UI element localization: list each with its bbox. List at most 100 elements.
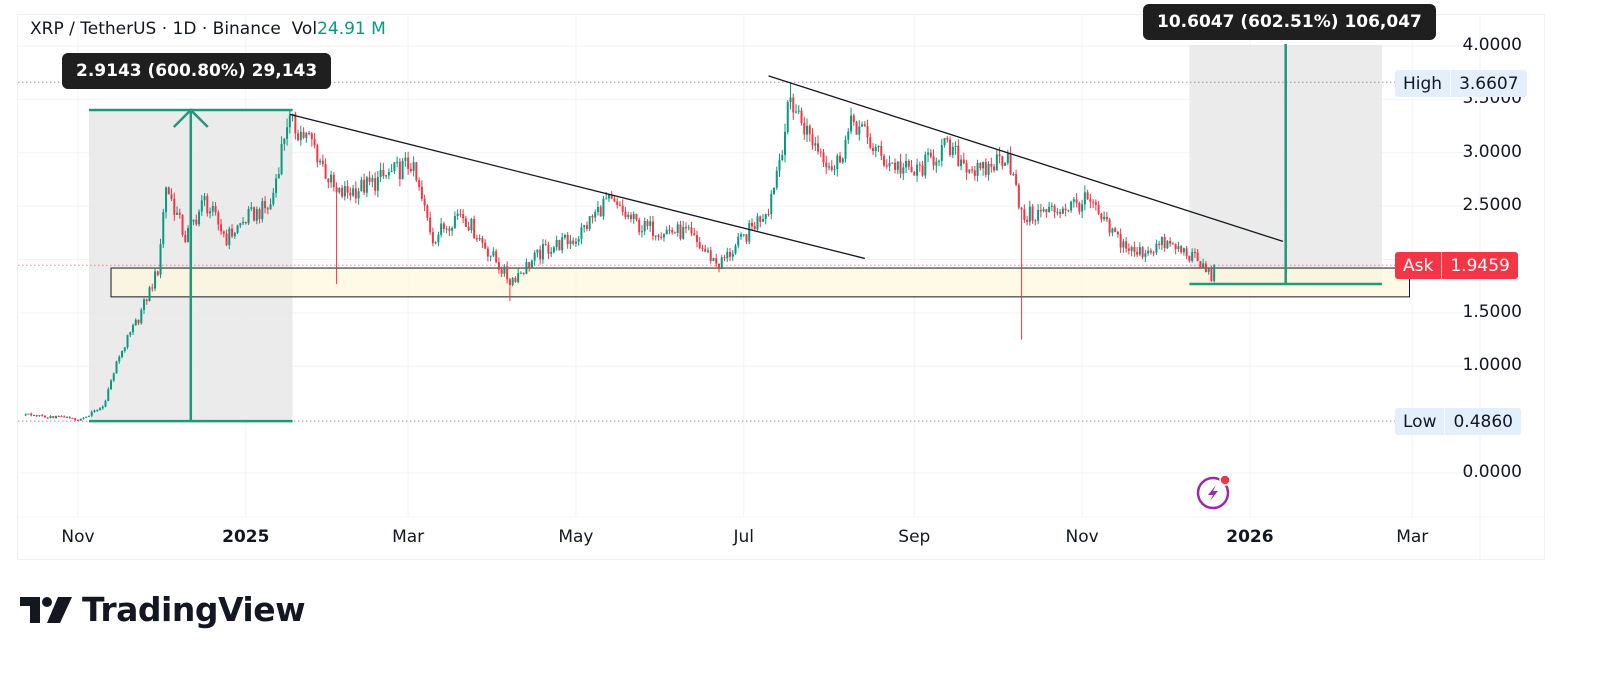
candle [1202,263,1205,268]
candle [1138,247,1141,255]
candle [773,187,776,194]
candle [1180,246,1183,253]
candle [352,188,355,196]
candle [195,219,198,225]
candle [52,415,55,419]
candle [382,170,385,177]
candle [242,221,245,224]
candle [836,155,839,170]
candle [162,212,165,245]
price-tick: 3.0000 [1462,141,1522,162]
candle [1056,211,1059,213]
candle [1053,205,1056,213]
candle [431,232,434,244]
candle [811,134,814,146]
candle [533,252,536,261]
candle [605,198,608,200]
candle [250,207,253,209]
candle [77,420,79,422]
candle [693,233,696,236]
candle [552,247,555,253]
candle [1111,228,1114,233]
candle [635,214,638,220]
candle [341,187,344,197]
candle [57,415,60,417]
candle [627,214,630,218]
candle [896,161,899,170]
candle [861,124,864,127]
candle [206,196,209,214]
candle [132,325,135,333]
candle [154,271,157,289]
candle [85,416,88,418]
candle [550,252,553,254]
candle [764,214,767,219]
tradingview-logo[interactable]: TradingView [20,590,306,629]
candle [1166,240,1169,249]
candle [726,251,729,259]
candle [580,227,583,239]
candle [951,146,954,156]
candle [1100,213,1103,220]
candle [541,244,544,260]
ask-label: Ask [1395,252,1443,279]
candle [621,205,624,212]
candle [833,169,836,171]
candle [841,158,844,163]
candle [786,102,789,132]
candle [665,229,668,235]
candle [907,160,910,167]
candle [123,347,126,351]
candle [932,156,935,166]
candle [143,299,146,310]
candle [506,266,509,280]
candle [167,187,170,195]
candle [577,238,580,242]
candle [1004,163,1007,166]
candle [649,221,652,226]
candle [269,204,272,210]
candle [803,122,806,135]
alert-lightning-icon[interactable] [1196,474,1232,510]
candles [24,82,1216,422]
candle [748,222,751,242]
candle [781,154,784,160]
candle [200,200,203,212]
candle [302,131,305,138]
time-tick: Mar [392,527,425,547]
candle [357,191,360,199]
candle [211,206,214,212]
candle [530,260,533,269]
candle [121,350,124,357]
candle [473,218,476,239]
candle [1177,246,1180,250]
candle [503,266,506,274]
candle [24,414,27,416]
candle [178,212,181,215]
candle [662,234,665,238]
candle [497,262,500,270]
candle [30,413,33,416]
candle [905,160,908,168]
price-tick: 1.5000 [1462,301,1522,322]
candle [1199,261,1202,268]
symbol-legend[interactable]: XRP / TetherUS · 1D · Binance Vol24.91 M [30,19,386,39]
candle [365,177,368,193]
candle [913,172,916,176]
candle [456,213,459,216]
candle [973,170,976,176]
candle [737,236,740,246]
candle [1037,209,1040,221]
candle [712,258,715,261]
candle [1048,206,1051,213]
candle [239,223,242,226]
candle [387,172,390,176]
candle [960,159,963,167]
candle [869,137,872,148]
candle [561,237,564,251]
candle [1001,156,1004,166]
candle [492,251,495,256]
candle [49,415,52,419]
candle [321,160,324,165]
